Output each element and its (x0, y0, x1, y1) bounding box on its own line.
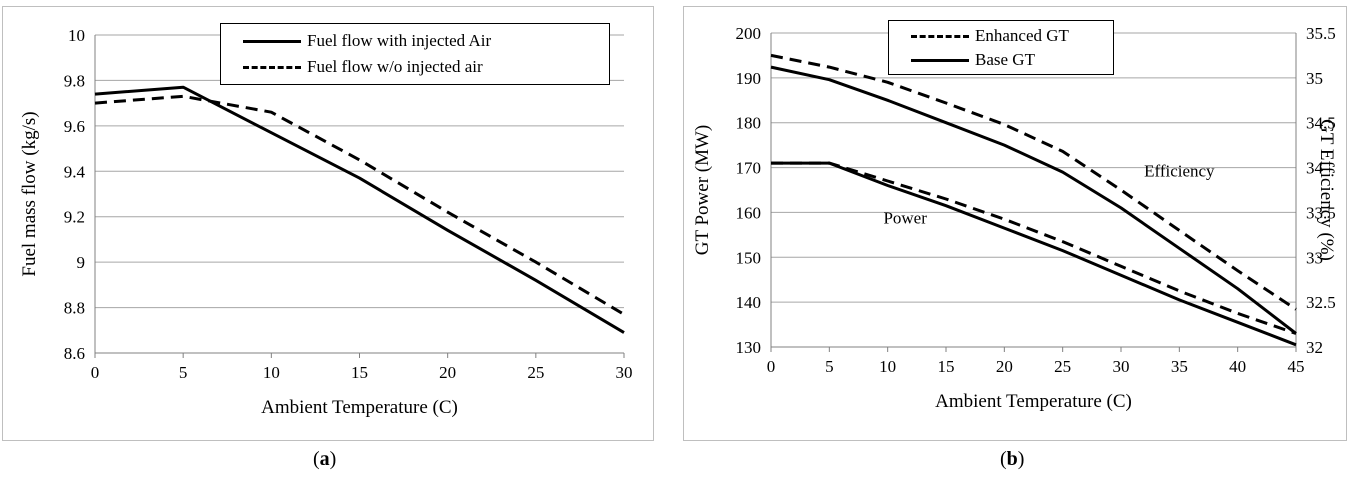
y2-axis-title: GT Efficiency (%) (1316, 119, 1337, 261)
chart-a-panel: 8.6 8.8 9 9.2 9.4 9.6 9.8 10 0 5 10 15 20 25 30 Ambient… (2, 6, 654, 441)
x-tick-label: 0 (767, 357, 776, 376)
legend-solid-line-swatch (243, 39, 301, 43)
chart-a-svg: 8.6 8.8 9 9.2 9.4 9.6 9.8 10 0 5 10 15 20 25 30 Ambient… (19, 26, 633, 418)
y-tick-label: 140 (736, 293, 762, 312)
x-tick-label: 45 (1288, 357, 1305, 376)
legend-label: Enhanced GT (975, 26, 1069, 45)
y2-tick-label: 34 (1306, 159, 1324, 178)
chart-b-panel: 130 140 150 160 170 180 190 200 32 32.5 33 33.5 34 34… (683, 6, 1347, 441)
x-tick-label: 30 (616, 363, 633, 382)
y-tick-label: 9.4 (64, 162, 86, 181)
legend-label: Base GT (975, 50, 1035, 69)
x-tick-label: 15 (938, 357, 955, 376)
y-axis-title: Fuel mass flow (kg/s) (19, 111, 40, 276)
legend-dashed-line-swatch (243, 65, 301, 69)
y2-tick-label: 34.5 (1306, 114, 1336, 133)
x-tick-label: 35 (1171, 357, 1188, 376)
y2-tick-label: 33 (1306, 248, 1323, 267)
legend-label: Fuel flow with injected Air (307, 31, 492, 50)
legend-item-without-air: Fuel flow w/o injected air (221, 56, 483, 78)
x-tick-label: 0 (91, 363, 100, 382)
caption-b: (b) (1000, 448, 1025, 470)
legend-label: Fuel flow w/o injected air (307, 57, 483, 76)
caption-a: (a) (313, 448, 337, 470)
caption-a-label: a (319, 448, 330, 470)
y-tick-label: 200 (736, 24, 762, 43)
legend-item-enhanced-gt: Enhanced GT (889, 25, 1069, 47)
y2-tick-label: 32.5 (1306, 293, 1336, 312)
y-tick-label: 170 (736, 159, 762, 178)
legend-dashed-line-swatch (911, 34, 969, 38)
y-axis-title: GT Power (MW) (692, 125, 713, 256)
chart-b-legend: Enhanced GT Base GT (888, 20, 1114, 75)
caption-b-label: b (1006, 448, 1018, 470)
annotation-power: Power (883, 209, 927, 228)
x-tick-label: 10 (263, 363, 280, 382)
series-line-fuel-flow-w-o-injected-air (94, 94, 625, 316)
y-tick-label: 190 (736, 69, 762, 88)
y-tick-label: 160 (736, 203, 762, 222)
x-tick-label: 10 (879, 357, 896, 376)
x-tick-label: 5 (179, 363, 188, 382)
series-line-base-gt-efficiency (770, 65, 1297, 335)
y-tick-label: 9.2 (64, 208, 85, 227)
x-tick-label: 30 (1113, 357, 1130, 376)
x-tick-label: 25 (527, 363, 544, 382)
chart-a-legend: Fuel flow with injected Air Fuel flow w/… (220, 23, 610, 85)
x-tick-label: 20 (439, 363, 456, 382)
y2-tick-label: 35.5 (1306, 24, 1336, 43)
y2-tick-label: 32 (1306, 338, 1323, 357)
series-line-fuel-flow-with-injected-air (94, 85, 625, 334)
chart-b-svg: 1301401501601701801902003232.53333.53434… (692, 24, 1337, 412)
legend-solid-line-swatch (911, 58, 969, 62)
y-tick-label: 180 (736, 114, 762, 133)
y-tick-label: 10 (68, 26, 85, 45)
y-tick-label: 150 (736, 248, 762, 267)
legend-item-base-gt: Base GT (889, 49, 1035, 71)
x-tick-label: 40 (1229, 357, 1246, 376)
y-tick-label: 9.6 (64, 117, 85, 136)
x-axis-title: Ambient Temperature (C) (261, 397, 458, 418)
series-line-base-gt-power (771, 161, 1297, 347)
annotation-efficiency: Efficiency (1144, 162, 1215, 181)
y-tick-label: 9 (77, 253, 86, 272)
series-line-enhanced-gt-efficiency (770, 53, 1297, 311)
x-tick-label: 25 (1054, 357, 1071, 376)
y-tick-label: 9.8 (64, 71, 85, 90)
y2-tick-label: 33.5 (1306, 203, 1336, 222)
legend-item-with-air: Fuel flow with injected Air (221, 30, 491, 52)
x-tick-label: 5 (825, 357, 834, 376)
x-tick-label: 20 (996, 357, 1013, 376)
y-tick-label: 8.6 (64, 344, 85, 363)
y-tick-label: 130 (736, 338, 762, 357)
y2-tick-label: 35 (1306, 69, 1323, 88)
series-line-enhanced-gt-power (771, 161, 1297, 335)
x-tick-label: 15 (351, 363, 368, 382)
x-axis-title: Ambient Temperature (C) (935, 391, 1132, 412)
y-tick-label: 8.8 (64, 299, 85, 318)
